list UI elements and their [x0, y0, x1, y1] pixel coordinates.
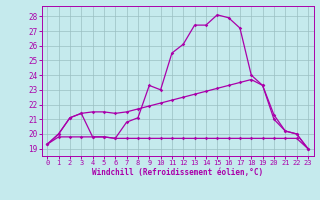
X-axis label: Windchill (Refroidissement éolien,°C): Windchill (Refroidissement éolien,°C) [92, 168, 263, 177]
